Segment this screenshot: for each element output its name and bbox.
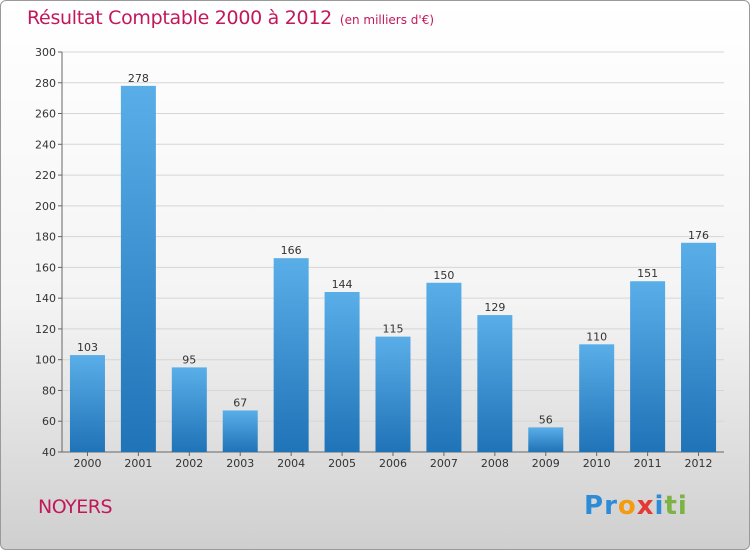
x-tick-labels: 2000 2001 2002 2003 2004 2005 2006 2007 2008 2009… — [73, 457, 712, 470]
proxiti-logo: Proxiti — [584, 491, 688, 521]
data-label-2003: 67 — [233, 396, 247, 409]
y-tick-label: 260 — [35, 108, 56, 121]
data-label-2011: 151 — [637, 267, 658, 280]
data-label-2007: 150 — [433, 269, 454, 282]
x-tick-label: 2000 — [73, 457, 101, 470]
bar-2006 — [375, 336, 411, 452]
y-tick-label: 60 — [42, 415, 56, 428]
x-tick-label: 2010 — [583, 457, 611, 470]
x-tick-label: 2012 — [685, 457, 713, 470]
logo-letter: P — [584, 491, 605, 521]
x-tick-label: 2002 — [175, 457, 203, 470]
x-tick-label: 2005 — [328, 457, 356, 470]
bar-2010 — [579, 344, 615, 452]
y-tick-label: 140 — [35, 292, 56, 305]
logo-letter: i — [654, 491, 665, 521]
bar-2003 — [222, 410, 258, 452]
x-tick-label: 2008 — [481, 457, 509, 470]
bar-2004 — [273, 258, 309, 452]
logo-letter: r — [604, 491, 618, 521]
bar-2001 — [120, 85, 156, 452]
city-name: NOYERS — [38, 496, 113, 518]
data-label-2010: 110 — [586, 330, 607, 343]
bar-2005 — [324, 292, 360, 452]
y-tick-label: 120 — [35, 323, 56, 336]
y-tick-label: 220 — [35, 169, 56, 182]
chart-title: Résultat Comptable 2000 à 2012 (en millie… — [27, 7, 434, 29]
bars — [69, 85, 717, 452]
y-tick-label: 180 — [35, 231, 56, 244]
bar-2000 — [69, 355, 105, 452]
y-tick-label: 240 — [35, 138, 56, 151]
y-tick-label: 80 — [42, 384, 56, 397]
x-tick-label: 2003 — [226, 457, 254, 470]
title-text: Résultat Comptable 2000 à 2012 — [27, 7, 332, 29]
logo-letter: t — [664, 491, 678, 521]
logo-letter: i — [677, 491, 688, 521]
data-label-2001: 278 — [128, 72, 149, 85]
y-tick-label: 160 — [35, 261, 56, 274]
chart-subtitle: (en milliers d'€) — [339, 13, 435, 27]
data-label-2000: 103 — [77, 341, 98, 354]
logo-letter: o — [617, 491, 637, 521]
bar-2008 — [477, 315, 513, 452]
x-tick-label: 2009 — [532, 457, 560, 470]
bar-2002 — [171, 367, 207, 452]
x-tick-label: 2001 — [124, 457, 152, 470]
data-label-2012: 176 — [688, 229, 709, 242]
x-tick-label: 2004 — [277, 457, 305, 470]
x-tick-label: 2006 — [379, 457, 407, 470]
y-tick-label: 40 — [42, 446, 56, 459]
logo-letter: x — [636, 491, 655, 521]
y-tick-labels: 40 60 80 100 120 140 160 180 200 220 240 260 280 300 — [35, 46, 56, 459]
data-label-2005: 144 — [332, 278, 353, 291]
y-tick-label: 100 — [35, 354, 56, 367]
data-label-2009: 56 — [539, 413, 553, 426]
data-label-2004: 166 — [281, 244, 302, 257]
y-tick-label: 280 — [35, 77, 56, 90]
bar-2009 — [528, 427, 564, 452]
bar-2007 — [426, 282, 462, 452]
bar-2012 — [681, 242, 717, 452]
y-tick-label: 200 — [35, 200, 56, 213]
data-label-2002: 95 — [182, 353, 196, 366]
data-label-2006: 115 — [383, 323, 404, 336]
bar-2011 — [630, 281, 666, 452]
x-tick-label: 2011 — [634, 457, 662, 470]
y-tick-label: 300 — [35, 46, 56, 59]
data-label-2008: 129 — [484, 301, 505, 314]
x-tick-label: 2007 — [430, 457, 458, 470]
data-labels: 103 278 95 67 166 144 115 150 129 56 110 151 176 — [77, 72, 709, 427]
